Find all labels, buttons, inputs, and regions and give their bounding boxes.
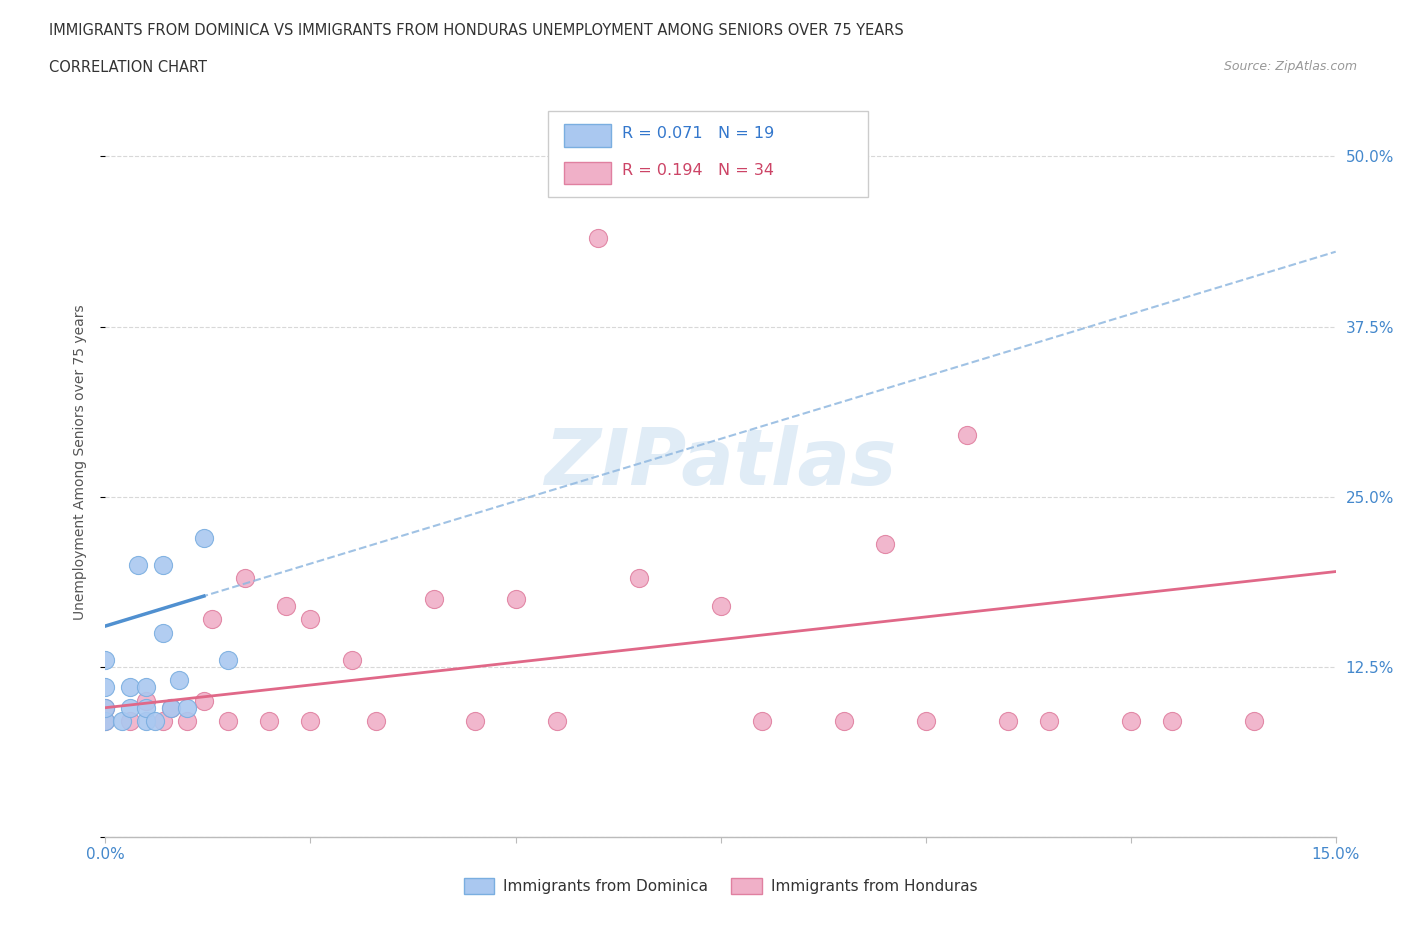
Point <box>1243 714 1265 729</box>
Text: ZIPatlas: ZIPatlas <box>544 425 897 500</box>
Point <box>422 591 444 606</box>
Point <box>160 700 183 715</box>
Point <box>120 680 141 695</box>
Point <box>914 714 936 729</box>
Point <box>152 557 174 572</box>
FancyBboxPatch shape <box>564 162 612 184</box>
Point <box>218 714 240 729</box>
Point <box>135 694 157 709</box>
Point <box>586 231 609 246</box>
Y-axis label: Unemployment Among Seniors over 75 years: Unemployment Among Seniors over 75 years <box>73 305 87 620</box>
Point <box>366 714 388 729</box>
Point <box>193 694 215 709</box>
FancyBboxPatch shape <box>548 111 869 197</box>
Point <box>120 714 141 729</box>
Point <box>111 714 134 729</box>
Point <box>176 700 198 715</box>
Point <box>464 714 486 729</box>
Point <box>120 700 141 715</box>
Point <box>505 591 527 606</box>
Point <box>832 714 855 729</box>
Point <box>873 537 896 551</box>
Point <box>546 714 568 729</box>
Point <box>127 557 149 572</box>
Point <box>274 598 297 613</box>
Point <box>94 714 117 729</box>
Point <box>751 714 773 729</box>
Point <box>152 625 174 640</box>
Point <box>259 714 281 729</box>
Point <box>233 571 256 586</box>
Point <box>135 700 157 715</box>
Point <box>299 612 322 627</box>
Point <box>956 428 979 443</box>
Text: Source: ZipAtlas.com: Source: ZipAtlas.com <box>1223 60 1357 73</box>
Text: CORRELATION CHART: CORRELATION CHART <box>49 60 207 75</box>
Text: R = 0.194   N = 34: R = 0.194 N = 34 <box>621 163 775 179</box>
Point <box>710 598 733 613</box>
Point <box>201 612 224 627</box>
Point <box>160 700 183 715</box>
Point <box>193 530 215 545</box>
Legend: Immigrants from Dominica, Immigrants from Honduras: Immigrants from Dominica, Immigrants fro… <box>457 872 984 900</box>
Point <box>135 714 157 729</box>
Point <box>1038 714 1060 729</box>
Point <box>176 714 198 729</box>
Point <box>94 653 117 668</box>
Text: IMMIGRANTS FROM DOMINICA VS IMMIGRANTS FROM HONDURAS UNEMPLOYMENT AMONG SENIORS : IMMIGRANTS FROM DOMINICA VS IMMIGRANTS F… <box>49 23 904 38</box>
Point <box>1160 714 1182 729</box>
Point <box>152 714 174 729</box>
Point <box>218 653 240 668</box>
Point <box>94 700 117 715</box>
Point <box>143 714 166 729</box>
Point <box>94 700 117 715</box>
Point <box>997 714 1019 729</box>
Point <box>627 571 650 586</box>
Point <box>94 714 117 729</box>
Point <box>299 714 322 729</box>
Point <box>1119 714 1142 729</box>
Text: R = 0.071   N = 19: R = 0.071 N = 19 <box>621 126 775 140</box>
Point <box>94 680 117 695</box>
Point <box>169 673 191 688</box>
FancyBboxPatch shape <box>564 125 612 147</box>
Point <box>135 680 157 695</box>
Point <box>340 653 363 668</box>
